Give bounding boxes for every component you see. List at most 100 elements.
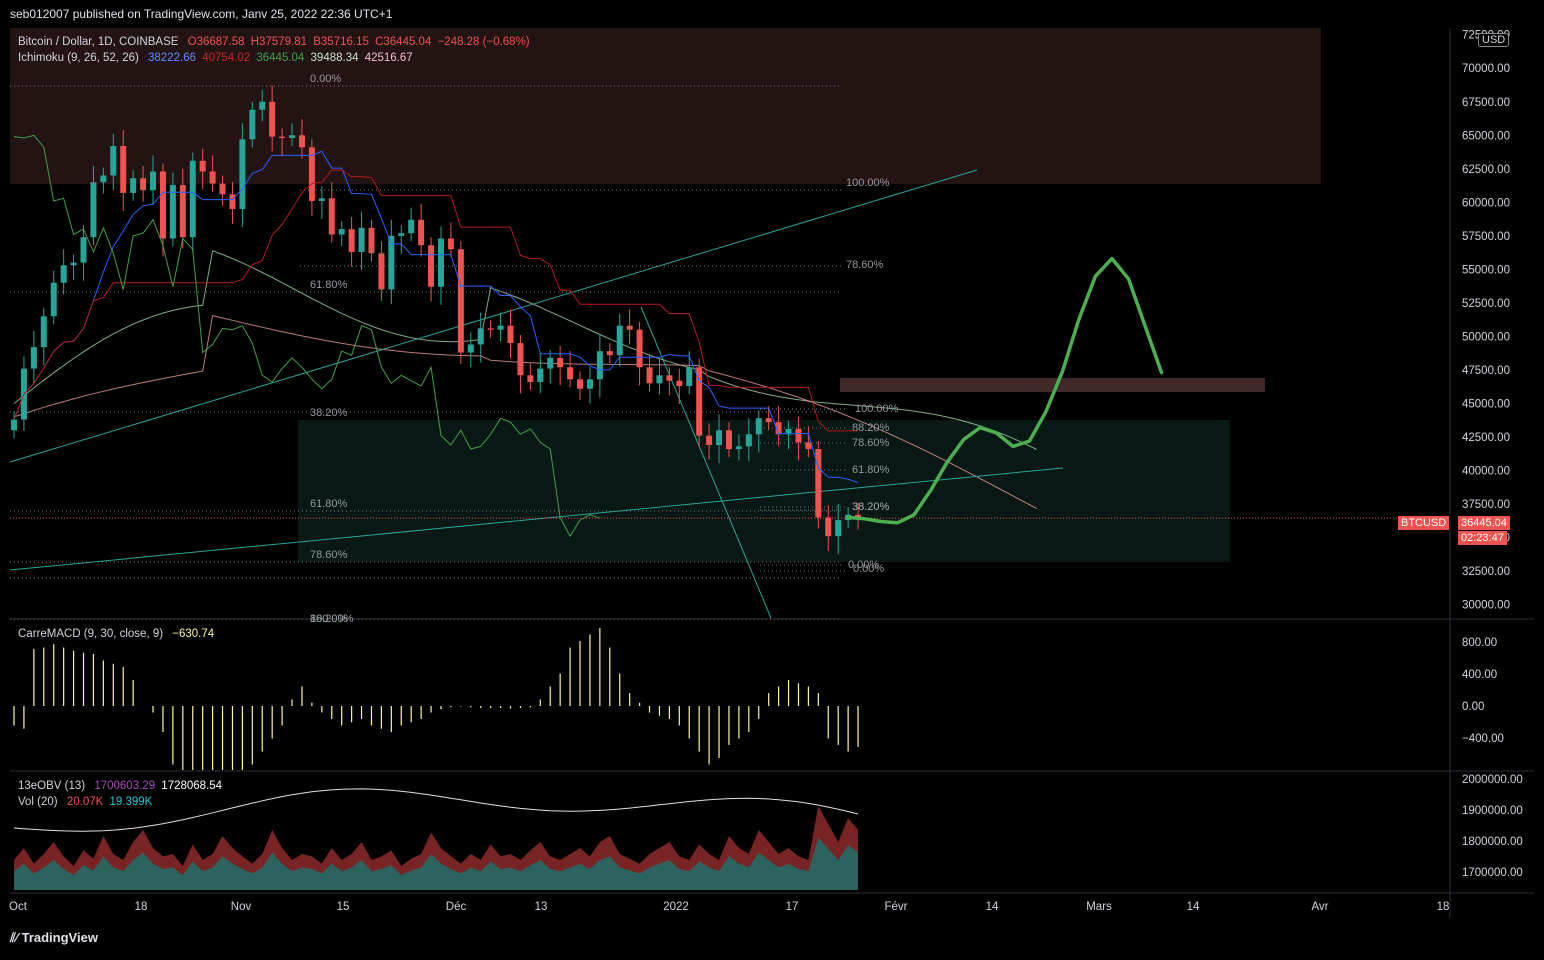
candle-body [557, 357, 564, 368]
obv-legend[interactable]: 13eOBV (13) 1700603.29 1728068.54 [18, 780, 228, 792]
obv-axis-label: 1700000.00 [1462, 867, 1523, 879]
time-axis-label: Nov [231, 901, 252, 913]
candle-body [418, 219, 425, 246]
time-axis-label: 13 [535, 901, 548, 913]
candle-body [219, 183, 226, 195]
candle-body [289, 135, 296, 138]
candle-body [100, 175, 107, 183]
candle-body [577, 379, 584, 389]
price-axis-label: 62500.00 [1462, 164, 1510, 176]
candle-body [50, 282, 57, 317]
candle-body [318, 198, 325, 201]
price-axis-label: 37500.00 [1462, 499, 1510, 511]
macd-legend[interactable]: CarreMACD (9, 30, close, 9) −630.74 [18, 628, 220, 640]
time-axis-label: 18 [135, 901, 148, 913]
macd-label: CarreMACD (9, 30, close, 9) [18, 628, 164, 640]
fib-level-label: 100.00% [310, 613, 354, 625]
time-axis-label: Févr [885, 901, 908, 913]
ichimoku-chikou [13, 134, 601, 538]
fib-level-label: 61.80% [852, 464, 890, 476]
tradingview-logo[interactable]: ⫽⁄ TradingView [10, 930, 98, 946]
fib-level-label: 88.20% [852, 422, 890, 434]
macd-axis-label: 0.00 [1462, 701, 1484, 713]
candle-body [30, 347, 37, 369]
resistance-zone [10, 28, 1321, 184]
candle-body [696, 367, 703, 436]
fib-level-label: 100.00% [846, 177, 890, 189]
ichimoku-legend[interactable]: Ichimoku (9, 26, 52, 26) 38222.66 40754.… [18, 52, 419, 64]
candle-body [179, 184, 186, 238]
candle-body [725, 430, 732, 450]
candle-body [537, 368, 544, 382]
candle-body [755, 418, 762, 435]
candle-body [447, 238, 454, 250]
ichimoku-tenkan-value: 38222.66 [148, 52, 196, 64]
obv-line [13, 788, 859, 832]
target-zone [840, 378, 1265, 392]
candle-body [150, 171, 157, 191]
price-axis-label: 55000.00 [1462, 264, 1510, 276]
candle-body [130, 178, 137, 193]
symbol-legend[interactable]: Bitcoin / Dollar, 1D, COINBASE O36687.58… [18, 36, 536, 48]
candle-body [487, 328, 494, 330]
ichimoku-spana-value: 39488.34 [310, 52, 359, 64]
candle-body [259, 101, 266, 110]
currency-button[interactable]: USD [1478, 33, 1510, 47]
time-axis-label: 17 [786, 901, 799, 913]
ohlc-low: B35716.15 [313, 36, 369, 48]
candle-body [775, 422, 782, 435]
candle-body [805, 442, 812, 450]
candle-body [765, 418, 772, 423]
candle-body [279, 136, 286, 138]
price-axis-label: 67500.00 [1462, 97, 1510, 109]
candle-body [716, 430, 723, 446]
candle-body [646, 367, 653, 384]
price-axis-label: 50000.00 [1462, 331, 1510, 343]
ichimoku-kijun-value: 40754.02 [202, 52, 251, 64]
obv-value-1: 1700603.29 [94, 780, 156, 792]
candle-body [60, 265, 67, 283]
price-axis-label: 57500.00 [1462, 231, 1510, 243]
ichimoku-chikou-value: 36445.04 [256, 52, 305, 64]
candle-body [517, 343, 524, 376]
time-axis-label: Mars [1086, 901, 1112, 913]
obv-value-2: 1728068.54 [161, 780, 223, 792]
price-axis-label: 70000.00 [1462, 63, 1510, 75]
macd-axis-label: −400.00 [1462, 733, 1504, 745]
candle-body [368, 227, 375, 254]
candle-body [616, 325, 623, 356]
candle-body [825, 517, 832, 537]
candle-body [398, 233, 405, 236]
candle-body [358, 227, 365, 252]
candle-body [507, 325, 514, 344]
price-axis-label: 45000.00 [1462, 398, 1510, 410]
obv-axis-label: 2000000.00 [1462, 774, 1523, 786]
volume-area-2 [14, 837, 858, 890]
fib-level-label: 38.20% [852, 501, 890, 513]
ichimoku-spanb-value: 42516.67 [364, 52, 413, 64]
fib-level-label: 61.80% [310, 498, 348, 510]
candle-body [80, 237, 87, 263]
macd-value: −630.74 [172, 628, 215, 640]
candle-body [140, 178, 147, 191]
forecast-path [846, 256, 1164, 525]
support-zone [298, 420, 1230, 562]
candle-body [428, 245, 435, 287]
price-axis-label: 47500.00 [1462, 365, 1510, 377]
candle-body [656, 375, 663, 384]
candle-body [735, 446, 742, 450]
candle-body [686, 367, 693, 387]
candle-body [110, 146, 117, 176]
vol-legend[interactable]: Vol (20) 20.07K 19.399K [18, 796, 158, 808]
time-axis-label: 18 [1437, 901, 1450, 913]
candle-body [636, 329, 643, 368]
ichimoku-label: Ichimoku (9, 26, 52, 26) [18, 52, 139, 64]
time-axis-label: Oct [9, 901, 28, 913]
trendline-rising [9, 169, 978, 463]
time-axis-label: 2022 [663, 901, 689, 913]
ichimoku-tenkan [13, 150, 859, 484]
fib-level-label: 88.20% [310, 613, 348, 625]
candle-body [606, 351, 613, 356]
